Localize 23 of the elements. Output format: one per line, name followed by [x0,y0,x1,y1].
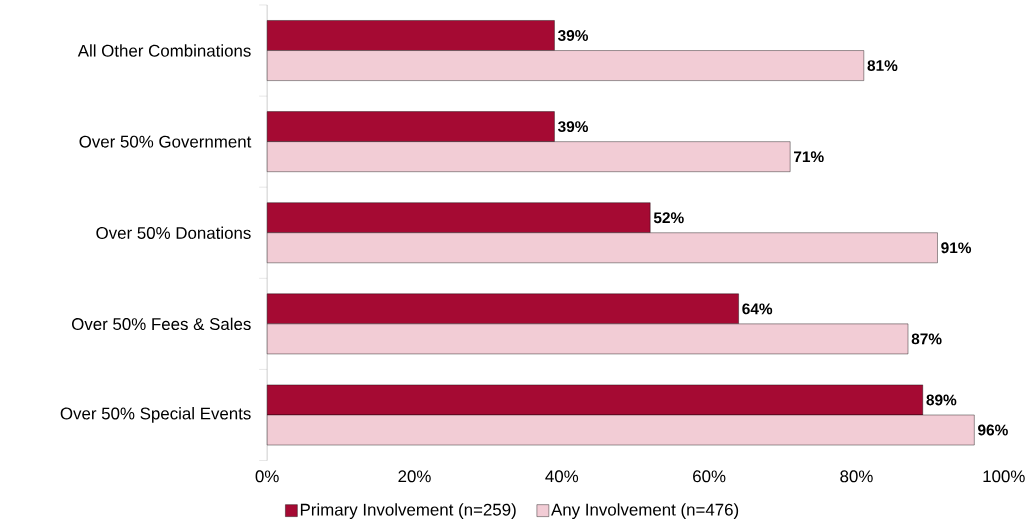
data-label: 52% [653,212,684,224]
data-label: 89% [926,394,957,406]
data-label: 91% [941,242,972,254]
x-tick-label: 40% [545,470,579,483]
data-label: 71% [794,151,824,162]
legend-label: Any Involvement (n=476) [551,503,739,519]
data-label: 87% [911,333,942,345]
y-tick-label: Over 50% Fees & Sales [71,317,251,330]
data-label: 64% [742,303,773,315]
y-tick-label: All Other Combinations [77,44,251,57]
data-label: 81% [867,59,898,71]
legend-label: Primary Involvement (n=259) [300,503,516,519]
data-label: 39% [557,29,589,41]
x-tick-label: 20% [398,470,431,483]
y-tick-label: Over 50% Government [79,135,252,148]
y-tick-label: Over 50% Donations [96,226,251,239]
x-tick-label: 80% [840,470,873,483]
y-tick-label: Over 50% Special Events [60,406,251,423]
data-label: 39% [557,121,589,132]
x-tick-label: 0% [255,470,279,483]
x-tick-label: 60% [693,470,726,483]
data-label: 96% [978,424,1008,436]
x-tick-label: 100% [983,470,1025,483]
